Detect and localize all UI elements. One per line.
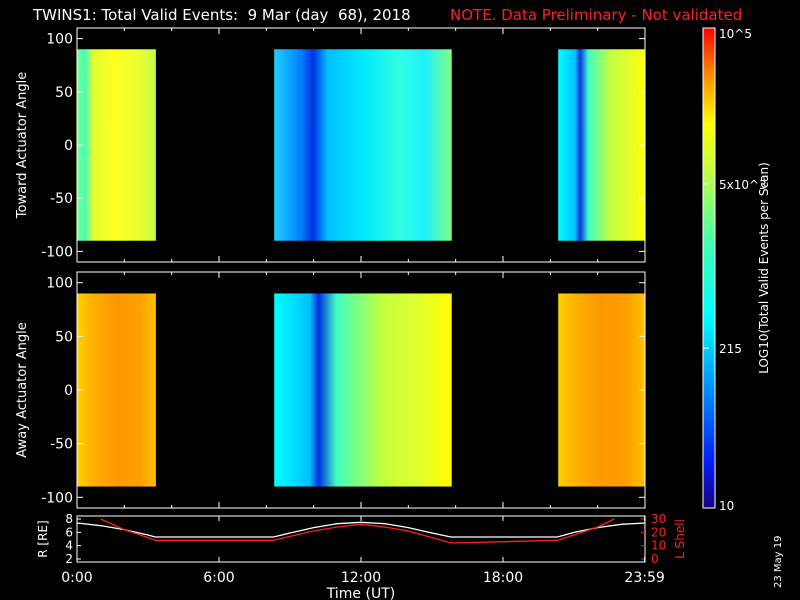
x-tick-label: 23:59 bbox=[624, 570, 664, 586]
y-tick-label: 100 bbox=[46, 276, 73, 292]
heatmap-segment bbox=[77, 293, 156, 487]
y-tick-label: 50 bbox=[55, 329, 73, 345]
y-axis-label: Away Actuator Angle bbox=[15, 322, 30, 457]
title-line: TWINS1: Total Valid Events: 9 Mar (day 6… bbox=[0, 6, 800, 28]
heatmap-segment bbox=[77, 49, 156, 241]
y-axis-label-left: R [RE] bbox=[36, 520, 50, 557]
preliminary-note: NOTE. Data Preliminary - Not validated bbox=[450, 6, 743, 24]
y-tick-label: 50 bbox=[55, 85, 73, 101]
y-axis-label: Toward Actuator Angle bbox=[15, 72, 30, 219]
heatmap-segment bbox=[558, 293, 645, 487]
x-tick-label: 12:00 bbox=[341, 570, 381, 586]
y-tick-label: 4 bbox=[65, 539, 73, 553]
r-series-line bbox=[77, 521, 645, 538]
y-tick-label: -50 bbox=[50, 191, 73, 207]
colorbar-tick-label: 215 bbox=[719, 342, 742, 356]
y-tick-label: -100 bbox=[41, 490, 73, 506]
y-tick-label: -100 bbox=[41, 244, 73, 260]
x-tick-label: 0:00 bbox=[61, 570, 92, 586]
heatmap-segment bbox=[558, 49, 645, 241]
y-tick-label-right: 0 bbox=[651, 552, 659, 566]
lshell-series-line bbox=[100, 518, 615, 544]
colorbar-tick-label: 10 bbox=[719, 499, 734, 513]
y-tick-label-right: 20 bbox=[651, 525, 666, 539]
y-tick-label: 0 bbox=[64, 138, 73, 154]
y-tick-label-right: 10 bbox=[651, 539, 666, 553]
heatmap-segment bbox=[274, 293, 452, 487]
away-panel: -100 -50 0 50 100 Away Actuator Angle bbox=[15, 271, 646, 509]
heatmap-segment bbox=[274, 49, 452, 241]
colorbar-tick-label: 5x10^3 bbox=[719, 178, 767, 192]
y-tick-label: 6 bbox=[65, 525, 73, 539]
colorbar-gradient bbox=[702, 27, 716, 509]
y-tick-label: -50 bbox=[50, 437, 73, 453]
colorbar: 10 215 5x10^3 10^5 bbox=[702, 27, 767, 513]
y-tick-label-right: 30 bbox=[651, 512, 666, 526]
colorbar-label: LOG10(Total Valid Events per Scan) bbox=[757, 162, 771, 374]
toward-panel: -100 -50 0 50 100 Toward Actuator Angle bbox=[15, 27, 646, 263]
x-axis-label: Time (UT) bbox=[326, 586, 395, 600]
date-stamp: 23 May 19 bbox=[773, 535, 784, 588]
y-tick-label: 8 bbox=[65, 512, 73, 526]
y-axis-label-right: L Shell bbox=[673, 519, 687, 559]
y-tick-label: 2 bbox=[65, 552, 73, 566]
y-tick-label: 0 bbox=[64, 383, 73, 399]
y-tick-label: 100 bbox=[46, 32, 73, 48]
x-tick-label: 6:00 bbox=[203, 570, 234, 586]
colorbar-tick-label: 10^5 bbox=[719, 27, 752, 41]
x-tick-label: 18:00 bbox=[483, 570, 523, 586]
chart-title: TWINS1: Total Valid Events: 9 Mar (day 6… bbox=[33, 6, 411, 24]
